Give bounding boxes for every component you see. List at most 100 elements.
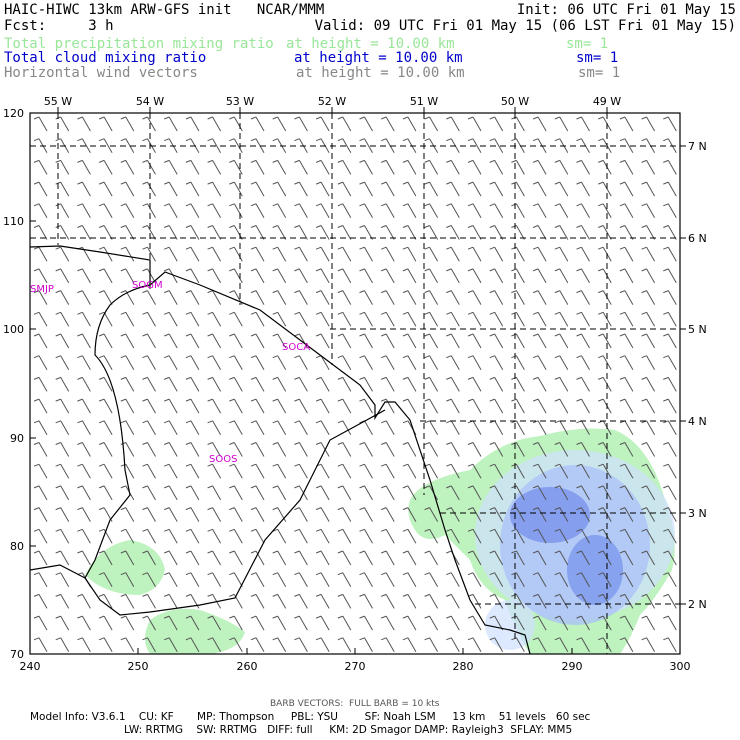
wind-barb xyxy=(641,572,656,587)
wind-barb xyxy=(185,246,200,262)
wind-barb xyxy=(619,615,634,631)
wind-barb xyxy=(489,225,504,240)
wind-barb xyxy=(641,420,656,436)
wind-barb xyxy=(576,225,590,240)
y-tick-label: 70 xyxy=(10,648,24,661)
wind-barb xyxy=(663,159,677,175)
wind-barb xyxy=(315,181,330,197)
wind-barb xyxy=(641,398,656,414)
wind-barb xyxy=(315,398,330,414)
wind-barb xyxy=(33,485,48,501)
wind-barb xyxy=(467,225,482,240)
wind-barb xyxy=(185,268,200,284)
wind-barb xyxy=(598,442,612,457)
wind-barb xyxy=(554,355,569,370)
wind-barbs xyxy=(33,116,677,653)
wind-barb xyxy=(467,246,482,262)
wind-barb xyxy=(142,116,156,132)
wind-barb xyxy=(619,203,634,219)
wind-barb xyxy=(77,311,91,327)
x-axis: 240 250 260 270 280 290 300 xyxy=(20,648,691,673)
wind-barb xyxy=(337,615,352,631)
valid-time: Valid: 09 UTC Fri 01 May 15 (06 LST Fri … xyxy=(314,18,736,34)
wind-barb xyxy=(381,225,395,240)
wind-barb xyxy=(337,311,352,327)
wind-barb xyxy=(294,333,308,349)
wind-barb xyxy=(229,485,243,501)
lat-label: 7 N xyxy=(688,140,707,153)
wind-barb xyxy=(489,290,504,305)
wind-barb xyxy=(120,159,135,175)
wind-barb xyxy=(467,311,482,327)
wind-barb xyxy=(272,398,287,414)
wind-barb xyxy=(532,485,547,501)
wind-barb xyxy=(315,615,330,631)
wind-barb xyxy=(381,593,395,609)
wind-barb xyxy=(229,138,243,153)
wind-barb xyxy=(185,593,200,609)
wind-barb xyxy=(663,485,677,501)
init-time: Init: 06 UTC Fri 01 May 15 xyxy=(516,2,736,18)
title-line: HAIC-HIWC 13km ARW-GFS init NCAR/MMM xyxy=(4,2,325,18)
wind-barb xyxy=(272,463,287,479)
field-cloud-sm: sm= 1 xyxy=(576,50,619,66)
wind-barb xyxy=(641,246,656,262)
wind-barb xyxy=(272,572,287,587)
wind-barb xyxy=(402,246,417,262)
x-tick-label: 270 xyxy=(345,660,366,673)
wind-barb xyxy=(250,420,265,436)
wind-barb xyxy=(207,181,222,197)
wind-barb xyxy=(489,311,504,327)
wind-barb xyxy=(33,116,48,132)
wind-barb xyxy=(77,550,91,566)
wind-barb xyxy=(185,615,200,631)
wind-barb xyxy=(142,507,156,522)
wind-barb xyxy=(424,290,439,305)
wind-barb xyxy=(576,246,590,262)
wind-barb xyxy=(598,572,612,587)
wind-barb xyxy=(641,311,656,327)
wind-barb xyxy=(337,528,352,544)
wind-barb xyxy=(402,637,417,653)
wind-barb xyxy=(207,159,222,175)
wind-barb xyxy=(272,333,287,349)
wind-barb xyxy=(207,615,222,631)
wind-barb xyxy=(207,290,222,305)
wind-barb xyxy=(142,572,156,587)
wind-barb xyxy=(98,398,113,414)
wind-barb xyxy=(381,485,395,501)
border-sr-east xyxy=(30,284,151,579)
wind-barb xyxy=(359,159,373,175)
wind-barb xyxy=(77,398,91,414)
wind-barb xyxy=(142,398,156,414)
wind-barb xyxy=(77,268,91,284)
wind-barb xyxy=(98,420,113,436)
wind-barb xyxy=(663,333,677,349)
wind-barb xyxy=(424,203,439,219)
wind-barb xyxy=(532,333,547,349)
wind-barb xyxy=(272,290,287,305)
wind-barb xyxy=(207,463,222,479)
wind-barb xyxy=(576,355,590,370)
wind-barb xyxy=(55,528,70,544)
longitude-labels: 55 W 54 W 53 W 52 W 51 W 50 W 49 W xyxy=(44,95,621,113)
wind-barb xyxy=(663,181,677,197)
wind-barb xyxy=(77,376,91,392)
wind-barb xyxy=(489,268,504,284)
wind-barb xyxy=(33,507,48,522)
wind-barb xyxy=(120,593,135,609)
wind-barb xyxy=(337,572,352,587)
wind-barb xyxy=(77,181,91,197)
wind-barb xyxy=(98,138,113,153)
wind-barb xyxy=(229,225,243,240)
wind-barb xyxy=(315,311,330,327)
wind-barb xyxy=(229,528,243,544)
wind-barb xyxy=(315,203,330,219)
wind-barb xyxy=(554,203,569,219)
wind-barb xyxy=(120,550,135,566)
wind-barb xyxy=(402,290,417,305)
wind-barb xyxy=(511,528,525,544)
wind-barb xyxy=(98,203,113,219)
wind-barb xyxy=(250,507,265,522)
